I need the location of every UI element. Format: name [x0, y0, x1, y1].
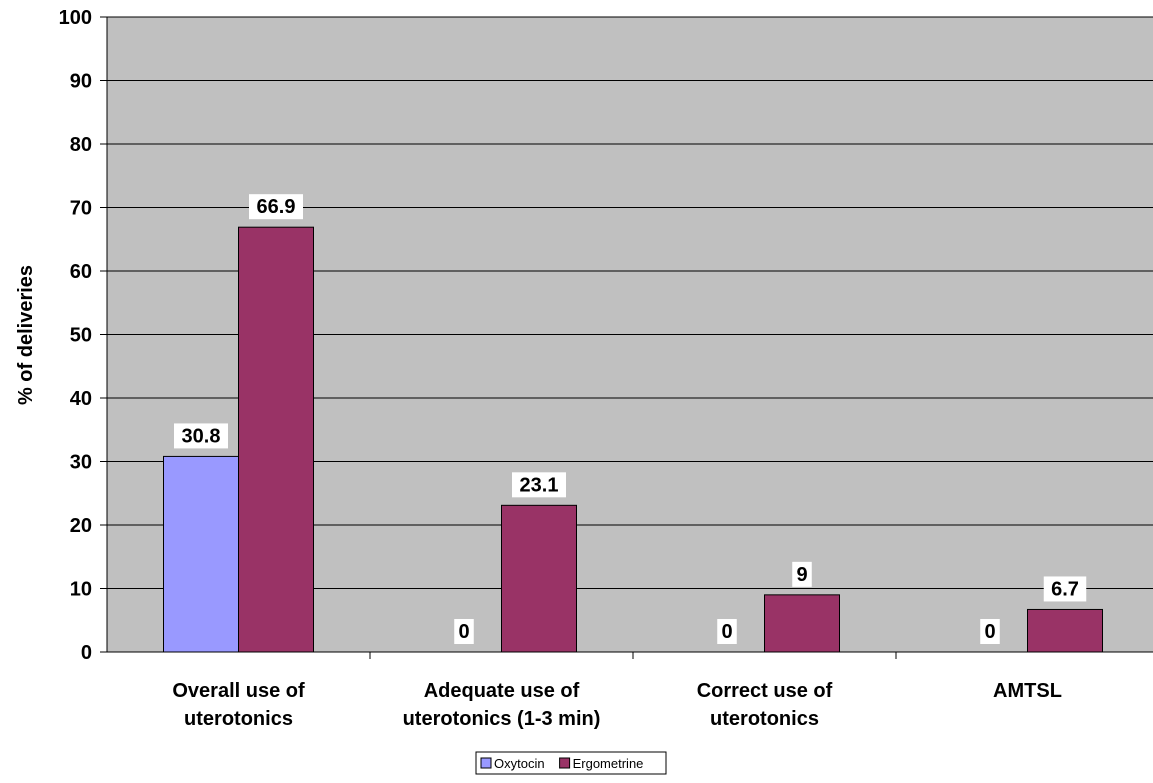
data-label-background [980, 619, 1000, 644]
legend-label-oxytocin: Oxytocin [494, 756, 545, 771]
data-label: 30.8 [182, 425, 221, 447]
x-category-label-line: uterotonics [710, 708, 819, 730]
legend-swatch-oxytocin [480, 757, 492, 769]
y-tick-label: 70 [70, 198, 92, 220]
data-label: 6.7 [1051, 578, 1079, 600]
x-category-label: AMTSL [993, 680, 1062, 702]
data-label-background [174, 423, 228, 449]
y-tick-label: 20 [70, 515, 92, 537]
legend: Oxytocin Ergometrine [475, 751, 667, 775]
data-label-background [717, 619, 737, 644]
data-label: 0 [721, 621, 732, 643]
y-tick-label: 80 [70, 134, 92, 156]
bar-ergometrine [238, 226, 314, 653]
x-category-label-line: Correct use of [697, 680, 833, 702]
y-tick-label: 30 [70, 452, 92, 474]
x-category-label-line: AMTSL [993, 680, 1062, 702]
x-category-label: Adequate use of uterotonics (1-3 min) [403, 680, 601, 730]
y-tick-label: 40 [70, 388, 92, 410]
y-tick-label: 0 [81, 642, 92, 664]
data-label-background [454, 619, 474, 644]
data-labels: 30.8 66.9 0 23.1 0 9 0 6.7 [174, 194, 1087, 644]
y-tick-label: 60 [70, 261, 92, 283]
x-category-label-line: Adequate use of [424, 680, 580, 702]
x-axis-labels: Overall use of uterotonics Adequate use of… [172, 680, 1062, 730]
y-axis-title: % of deliveries [15, 265, 37, 405]
bar-oxytocin [163, 455, 239, 653]
legend-label-ergometrine: Ergometrine [573, 756, 644, 771]
data-label-background [249, 194, 303, 220]
x-category-label-line: uterotonics (1-3 min) [403, 708, 601, 730]
bar-ergometrine [501, 504, 577, 653]
legend-swatch-ergometrine [559, 757, 571, 769]
bars [163, 226, 1103, 653]
y-axis-ticks: 0 10 20 30 40 50 60 70 80 90 100 [59, 7, 107, 664]
data-label: 9 [796, 564, 807, 586]
data-label: 0 [984, 621, 995, 643]
y-tick-label: 50 [70, 325, 92, 347]
bar-ergometrine [1027, 608, 1103, 653]
data-label-background [1043, 576, 1087, 602]
y-tick-label: 90 [70, 71, 92, 93]
bar-ergometrine [764, 594, 840, 653]
x-category-label: Overall use of uterotonics [172, 680, 305, 730]
data-label-background [792, 561, 812, 587]
y-tick-label: 10 [70, 579, 92, 601]
y-tick-label: 100 [59, 7, 92, 29]
x-category-label-line: Overall use of [172, 680, 305, 702]
data-label: 0 [458, 621, 469, 643]
data-label-background [512, 472, 566, 498]
x-category-label-line: uterotonics [184, 708, 293, 730]
data-label: 23.1 [520, 474, 559, 496]
data-label: 66.9 [257, 196, 296, 218]
x-category-label: Correct use of uterotonics [697, 680, 833, 730]
legend-box [475, 751, 667, 775]
